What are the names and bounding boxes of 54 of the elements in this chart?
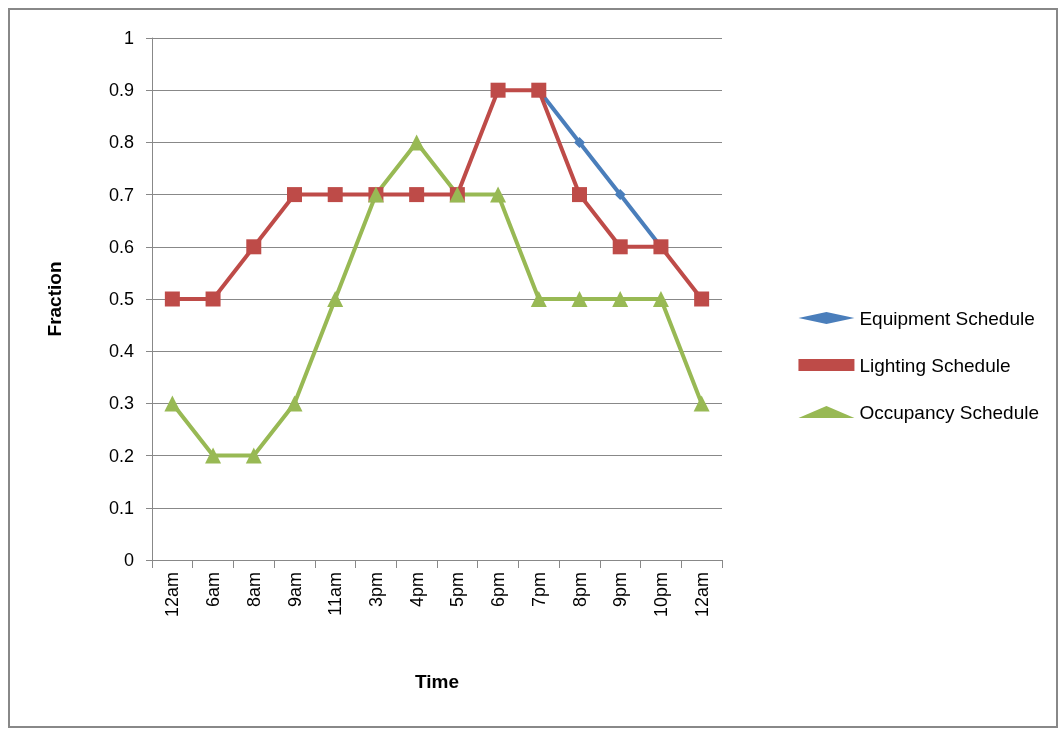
x-axis-title: Time (414, 671, 460, 692)
x-tick-label: 6am (203, 572, 224, 608)
y-tick-label: 0.7 (108, 184, 134, 205)
point (572, 187, 587, 203)
x-tick-label: 3pm (365, 572, 386, 608)
y-tick-label: 0.1 (108, 497, 134, 518)
point (490, 82, 506, 98)
point (409, 187, 425, 203)
point (327, 187, 343, 203)
y-tick-label: 0.6 (108, 236, 134, 257)
point (408, 134, 425, 151)
point (205, 291, 221, 307)
x-tick-label: 7pm (528, 572, 549, 608)
point (327, 291, 344, 307)
legend-label: Occupancy Schedule (859, 401, 1040, 423)
x-tick-label: 4pm (406, 572, 427, 608)
legend-label: Lighting Schedule (859, 354, 1011, 376)
point (287, 187, 302, 203)
point (286, 395, 303, 412)
point (490, 186, 507, 203)
point (246, 239, 262, 255)
point (693, 395, 710, 412)
point (694, 291, 710, 307)
x-tick-label: 9pm (610, 572, 631, 608)
y-tick-label: 0.9 (108, 80, 134, 101)
y-tick-label: 0.3 (108, 393, 134, 414)
point (205, 447, 222, 464)
point (574, 136, 585, 148)
y-tick-label: 0.4 (108, 341, 134, 362)
y-tick-label: 1 (123, 28, 134, 48)
point (245, 447, 262, 464)
y-axis-title: Fraction (44, 261, 65, 337)
point (164, 395, 181, 412)
y-tick-label: 0.5 (108, 289, 134, 309)
x-tick-label: 11am (325, 572, 346, 616)
x-tick-label: 6pm (488, 572, 509, 608)
x-tick-label: 5pm (447, 572, 468, 608)
x-tick-label: 12am (162, 572, 183, 618)
legend-label: Equipment Schedule (859, 307, 1035, 329)
y-tick-label: 0 (123, 550, 134, 570)
x-tick-label: 8pm (569, 572, 590, 608)
point (571, 291, 588, 307)
x-tick-label: 10pm (650, 572, 671, 618)
y-tick-label: 0.8 (108, 132, 134, 153)
point (612, 291, 629, 307)
x-tick-label: 9am (284, 572, 305, 608)
point (612, 239, 628, 255)
x-tick-label: 12am (691, 572, 712, 618)
x-tick-label: 8am (243, 572, 264, 608)
y-tick-label: 0.2 (108, 445, 134, 466)
point (164, 291, 180, 307)
point (614, 189, 626, 201)
point (530, 291, 547, 307)
point (652, 291, 669, 307)
